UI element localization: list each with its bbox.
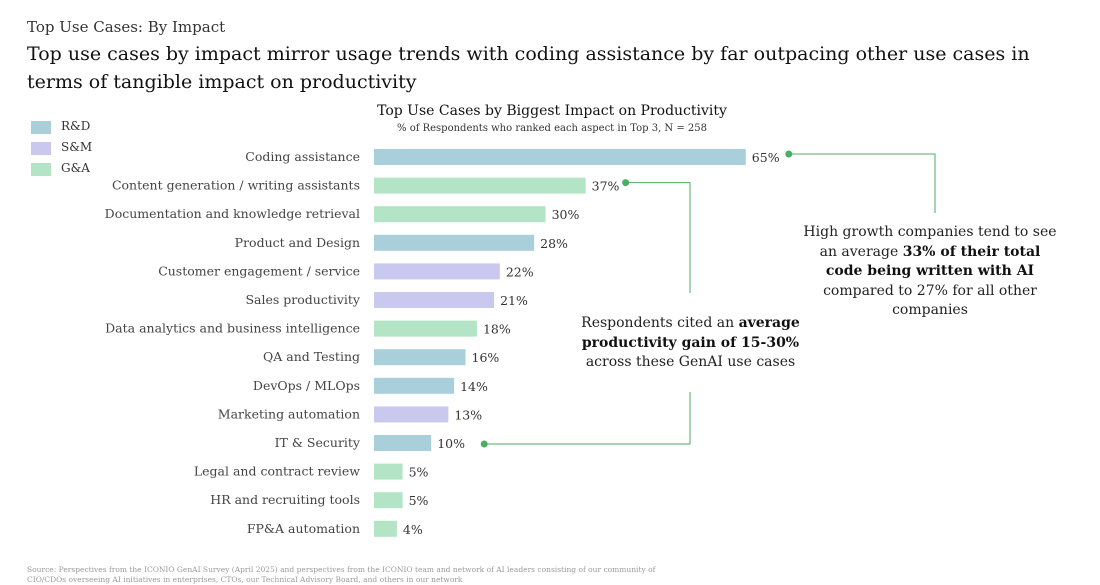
connector-line-productivity-bottom (484, 392, 691, 445)
value-label-devops-mlops: 14% (460, 379, 488, 394)
bar-content-generation-writing-assistants (374, 177, 586, 194)
category-label-data-analytics-and-business-intelligence: Data analytics and business intelligence (105, 321, 360, 336)
bar-qa-and-testing (374, 349, 466, 366)
category-label-qa-and-testing: QA and Testing (263, 349, 360, 364)
category-label-coding-assistance: Coding assistance (245, 149, 360, 164)
bar-documentation-and-knowledge-retrieval (374, 206, 546, 223)
value-label-it-security: 10% (437, 436, 465, 451)
value-label-data-analytics-and-business-intelligence: 18% (483, 322, 511, 337)
page-kicker: Top Use Cases: By Impact (27, 18, 226, 36)
callout-productivity-gain: Respondents cited an average productivit… (578, 314, 803, 373)
category-label-marketing-automation: Marketing automation (218, 406, 360, 421)
value-label-qa-and-testing: 16% (472, 350, 500, 365)
callout-productivity-pre: Respondents cited an (581, 315, 739, 331)
value-label-content-generation-writing-assistants: 37% (592, 179, 620, 194)
bar-coding-assistance (374, 149, 746, 165)
callout-code-share-pre: High growth companies tend to see an ave… (803, 224, 1057, 260)
value-label-documentation-and-knowledge-retrieval: 30% (552, 207, 580, 222)
callout-productivity-post: across these GenAI use cases (585, 354, 796, 370)
connector-line-code-share (788, 153, 936, 213)
value-label-product-and-design: 28% (540, 236, 568, 251)
bar-sales-productivity (374, 292, 495, 308)
category-label-documentation-and-knowledge-retrieval: Documentation and knowledge retrieval (105, 206, 360, 221)
value-label-marketing-automation: 13% (454, 407, 482, 422)
category-label-content-generation-writing-assistants: Content generation / writing assistants (112, 178, 360, 193)
value-label-coding-assistance: 65% (752, 150, 780, 165)
legend-label-gna: G&A (61, 161, 90, 175)
source-footnote: Source: Perspectives from the ICONIO Gen… (27, 565, 656, 584)
category-label-customer-engagement-service: Customer engagement / service (158, 263, 360, 278)
value-label-fp-a-automation: 4% (403, 522, 423, 537)
legend-swatch-gna (31, 163, 51, 176)
category-label-hr-and-recruiting-tools: HR and recruiting tools (210, 492, 360, 507)
callout-code-share: High growth companies tend to see an ave… (800, 223, 1060, 321)
category-label-product-and-design: Product and Design (235, 235, 360, 250)
chart-subtitle: % of Respondents who ranked each aspect … (397, 123, 707, 134)
legend-label-snm: S&M (61, 140, 93, 154)
callout-code-share-bold: 33% of their total code being written wi… (825, 243, 1041, 280)
legend-label-rnd: R&D (61, 119, 91, 133)
chart-title: Top Use Cases by Biggest Impact on Produ… (377, 103, 727, 119)
bar-hr-and-recruiting-tools (374, 492, 403, 509)
legend-swatch-rnd (31, 121, 51, 134)
value-label-sales-productivity: 21% (500, 293, 528, 308)
category-label-devops-mlops: DevOps / MLOps (253, 378, 360, 393)
bar-marketing-automation (374, 406, 449, 423)
value-label-legal-and-contract-review: 5% (409, 465, 429, 480)
bar-product-and-design (374, 234, 535, 251)
category-label-it-security: IT & Security (275, 435, 361, 450)
connector-line-productivity-top (625, 182, 691, 293)
category-label-legal-and-contract-review: Legal and contract review (194, 464, 360, 479)
callout-productivity-bold: average productivity gain of 15-30% (581, 315, 800, 351)
bar-data-analytics-and-business-intelligence (374, 320, 477, 337)
category-label-sales-productivity: Sales productivity (245, 292, 360, 307)
category-label-fp-a-automation: FP&A automation (247, 521, 360, 536)
callout-code-share-post: compared to 27% for all other companies (823, 282, 1037, 319)
bar-fp-a-automation (374, 520, 397, 537)
bar-it-security (374, 435, 432, 451)
bar-devops-mlops (374, 377, 455, 394)
value-label-hr-and-recruiting-tools: 5% (409, 493, 429, 508)
bar-customer-engagement-service (374, 263, 500, 280)
value-label-customer-engagement-service: 22% (506, 264, 534, 279)
legend-swatch-snm (31, 142, 51, 155)
bar-legal-and-contract-review (374, 463, 403, 480)
page-headline: Top use cases by impact mirror usage tre… (27, 43, 1030, 93)
